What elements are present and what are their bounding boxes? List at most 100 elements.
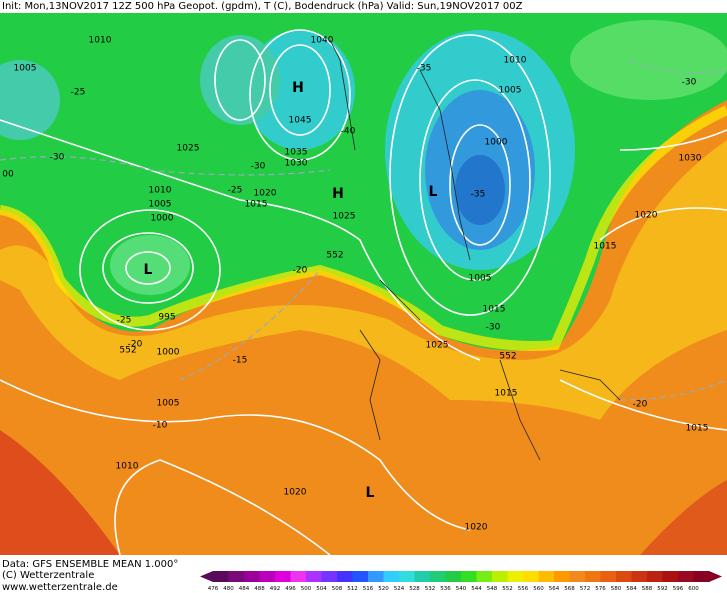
- colorbar-swatch: [275, 571, 291, 582]
- colorbar-label: 560: [533, 586, 544, 592]
- isoline-label: 1025: [333, 212, 356, 222]
- isoline-label: 1045: [289, 116, 312, 126]
- isoline-label: -25: [71, 88, 86, 98]
- colorbar-label: 592: [657, 586, 668, 592]
- colorbar-swatch: [523, 571, 539, 582]
- isoline-label: -30: [486, 323, 501, 333]
- isoline-label: 00: [2, 170, 14, 180]
- isoline-label: 1000: [485, 138, 508, 148]
- colorbar-label: 528: [409, 586, 420, 592]
- colorbar-swatch: [476, 571, 493, 582]
- colorbar-label: 512: [347, 586, 358, 592]
- colorbar-label: 520: [378, 586, 389, 592]
- colorbar-swatch: [507, 571, 524, 582]
- pressure-center: H: [292, 80, 304, 96]
- map: [0, 13, 727, 556]
- colorbar-label: 492: [270, 586, 281, 592]
- colorbar-label: 588: [642, 586, 653, 592]
- colorbar-label: 484: [239, 586, 250, 592]
- footer-line: (C) Wetterzentrale: [2, 570, 94, 581]
- pressure-center: H: [332, 186, 344, 202]
- colorbar-label: 536: [440, 586, 451, 592]
- isoline-label: 1010: [116, 462, 139, 472]
- colorbar-swatch: [430, 571, 446, 582]
- colorbar-swatch: [290, 571, 307, 582]
- isoline-label: 1025: [177, 144, 200, 154]
- isoline-label: -10: [153, 421, 168, 431]
- pressure-center: L: [144, 262, 153, 278]
- colorbar-swatch: [569, 571, 586, 582]
- colorbar-arrow: [200, 571, 213, 582]
- isoline-label: -20: [293, 266, 308, 276]
- isoline-label: 1015: [594, 242, 617, 252]
- isoline-label: 552: [326, 251, 343, 261]
- colorbar-label: 596: [673, 586, 684, 592]
- isoline-label: -35: [471, 190, 486, 200]
- colorbar-label: 576: [595, 586, 606, 592]
- isoline-label: -20: [633, 400, 648, 410]
- colorbar-label: 500: [301, 586, 312, 592]
- isoline-label: 552: [119, 346, 136, 356]
- map-labels: 1010 1005 -25 -30 00 1025 1010 1005 1000 L -25 995 -…: [2, 36, 708, 533]
- isoline-label: 1020: [465, 523, 488, 533]
- colorbar-label: 564: [549, 586, 560, 592]
- footer-line: www.wetterzentrale.de: [2, 582, 118, 593]
- isoline-label: 1025: [426, 341, 449, 351]
- colorbar-swatch: [306, 571, 322, 582]
- colorbar-label: 556: [518, 586, 529, 592]
- colorbar-arrow: [709, 571, 722, 582]
- isoline-label: 1020: [254, 189, 277, 199]
- isoline-label: 1030: [679, 154, 702, 164]
- colorbar-swatch: [414, 571, 431, 582]
- header-bar: [0, 0, 727, 13]
- colorbar-swatch: [600, 571, 617, 582]
- colorbar-swatch: [461, 571, 477, 582]
- isoline-label: 1040: [311, 36, 334, 46]
- colorbar-label: 568: [564, 586, 575, 592]
- colorbar-swatch: [383, 571, 400, 582]
- colorbar-swatch: [662, 571, 679, 582]
- colorbar-label: 496: [285, 586, 296, 592]
- colorbar-swatch: [631, 571, 648, 582]
- colorbar-swatch: [445, 571, 462, 582]
- footer: Data: GFS ENSEMBLE MEAN 1.000° (C) Wette…: [2, 559, 178, 593]
- colorbar-label: 540: [456, 586, 467, 592]
- pressure-center: L: [366, 485, 375, 501]
- colorbar-swatch: [492, 571, 508, 582]
- colorbar-swatch: [554, 571, 570, 582]
- colorbar-swatch: [585, 571, 601, 582]
- isoline-label: -35: [417, 64, 432, 74]
- colorbar-swatch: [228, 571, 245, 582]
- colorbar-label: 476: [208, 586, 219, 592]
- colorbar-swatch: [321, 571, 338, 582]
- colorbar-label: 480: [223, 586, 234, 592]
- isoline-label: 1005: [149, 200, 172, 210]
- colorbar-swatch: [352, 571, 369, 582]
- isoline-label: -30: [50, 153, 65, 163]
- isoline-label: 552: [499, 352, 516, 362]
- colorbar-swatch: [538, 571, 555, 582]
- isoline-label: 1005: [157, 399, 180, 409]
- isoline-label: -30: [682, 78, 697, 88]
- colorbar-swatch: [337, 571, 353, 582]
- colorbar-swatch: [678, 571, 694, 582]
- isoline-label: -30: [251, 162, 266, 172]
- isoline-label: 1015: [483, 305, 506, 315]
- colorbar-label: 532: [425, 586, 436, 592]
- colorbar: 476 480 484 488 492 496 500 504 508 512 516 520 524 5…: [200, 571, 722, 592]
- isoline-label: 995: [158, 313, 175, 323]
- colorbar-label: 600: [688, 586, 699, 592]
- isoline-label: 1000: [151, 214, 174, 224]
- colorbar-label: 508: [332, 586, 343, 592]
- isoline-label: -25: [117, 316, 132, 326]
- colorbar-label: 524: [394, 586, 405, 592]
- isoline-label: -20: [128, 340, 143, 350]
- colorbar-label: 572: [580, 586, 591, 592]
- colorbar-swatch: [244, 571, 260, 582]
- isoline-label: 1005: [499, 86, 522, 96]
- isoline-label: 1010: [149, 186, 172, 196]
- isoline-label: -15: [233, 356, 248, 366]
- isoline-label: 1015: [245, 200, 268, 210]
- isoline-label: 1020: [284, 488, 307, 498]
